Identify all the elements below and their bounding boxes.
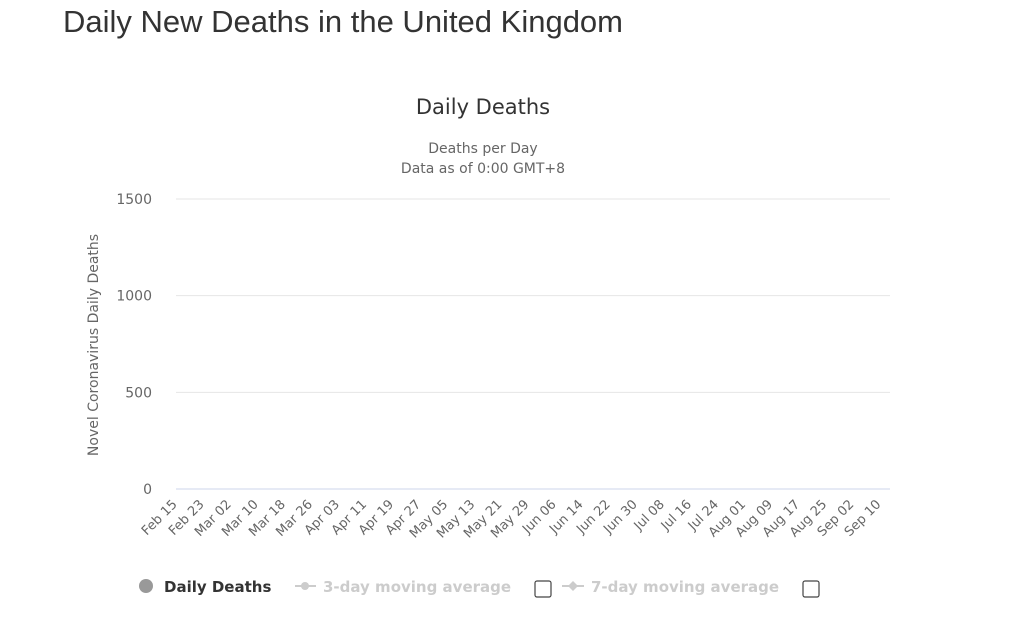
legend-daily-deaths-symbol — [139, 579, 153, 593]
legend: Daily Deaths 3-day moving average 7-day mo… — [139, 578, 820, 598]
chart-subtitle-line-2: Data as of 0:00 GMT+8 — [401, 161, 565, 177]
grid-lines — [176, 198, 890, 490]
y-axis-title: Novel Coronavirus Daily Deaths — [86, 234, 102, 456]
legend-3day-checkbox[interactable] — [534, 580, 552, 598]
legend-7day-checkbox[interactable] — [802, 580, 820, 598]
y-axis-ticks: 0 500 1000 1500 — [116, 192, 152, 498]
chart-title: Daily Deaths — [416, 95, 550, 119]
legend-3day-label[interactable]: 3-day moving average — [323, 578, 511, 596]
legend-3day-marker — [301, 582, 309, 590]
legend-7day-label[interactable]: 7-day moving average — [591, 578, 779, 596]
page-title: Daily New Deaths in the United Kingdom — [63, 4, 623, 39]
y-tick-label: 500 — [125, 385, 152, 401]
x-tick-label: Jul 08 — [631, 497, 668, 534]
legend-daily-deaths-label[interactable]: Daily Deaths — [164, 578, 271, 596]
legend-7day-marker — [568, 581, 578, 591]
chart-subtitle-line-1: Deaths per Day — [428, 141, 537, 157]
x-tick-label: Jul 16 — [658, 497, 695, 534]
y-tick-label: 1500 — [116, 192, 152, 208]
y-tick-label: 1000 — [116, 289, 152, 305]
y-tick-label: 0 — [143, 482, 152, 498]
